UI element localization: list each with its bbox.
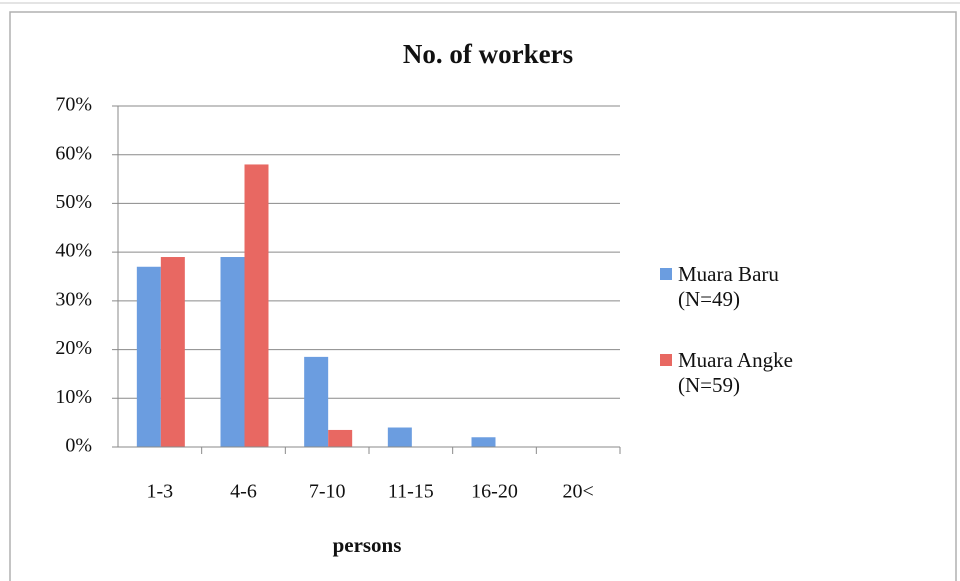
x-axis-label: persons [333, 533, 402, 557]
x-tick-label: 20< [563, 481, 594, 503]
bar [387, 427, 412, 447]
legend-item: Muara Baru (N=49) [660, 262, 828, 312]
legend-swatch [660, 268, 672, 280]
y-tick-label: 40% [55, 240, 92, 262]
chart-frame [9, 11, 957, 581]
y-tick-label: 50% [55, 191, 92, 213]
bar [160, 257, 185, 447]
y-tick-label: 70% [55, 94, 92, 116]
bar [244, 164, 269, 447]
bar [328, 429, 353, 447]
legend-label: Muara Angke (N=59) [678, 348, 793, 397]
bar [471, 437, 496, 447]
legend-label: Muara Baru (N=49) [678, 262, 779, 311]
y-tick-label: 30% [55, 288, 92, 310]
x-tick-label: 11-15 [388, 481, 434, 503]
bar [136, 266, 161, 447]
x-tick-label: 7-10 [309, 481, 346, 503]
legend: Muara Baru (N=49) Muara Angke (N=59) [660, 262, 850, 434]
y-tick-label: 0% [65, 435, 92, 457]
x-tick-label: 4-6 [230, 481, 257, 503]
chart-title: No. of workers [403, 39, 573, 69]
y-tick-label: 10% [55, 386, 92, 408]
x-tick-label: 1-3 [146, 481, 173, 503]
bar [220, 257, 245, 447]
bar [304, 356, 329, 447]
y-tick-label: 60% [55, 142, 92, 164]
legend-swatch [660, 354, 672, 366]
legend-item: Muara Angke (N=59) [660, 348, 828, 398]
y-tick-label: 20% [55, 337, 92, 359]
x-tick-label: 16-20 [471, 481, 518, 503]
